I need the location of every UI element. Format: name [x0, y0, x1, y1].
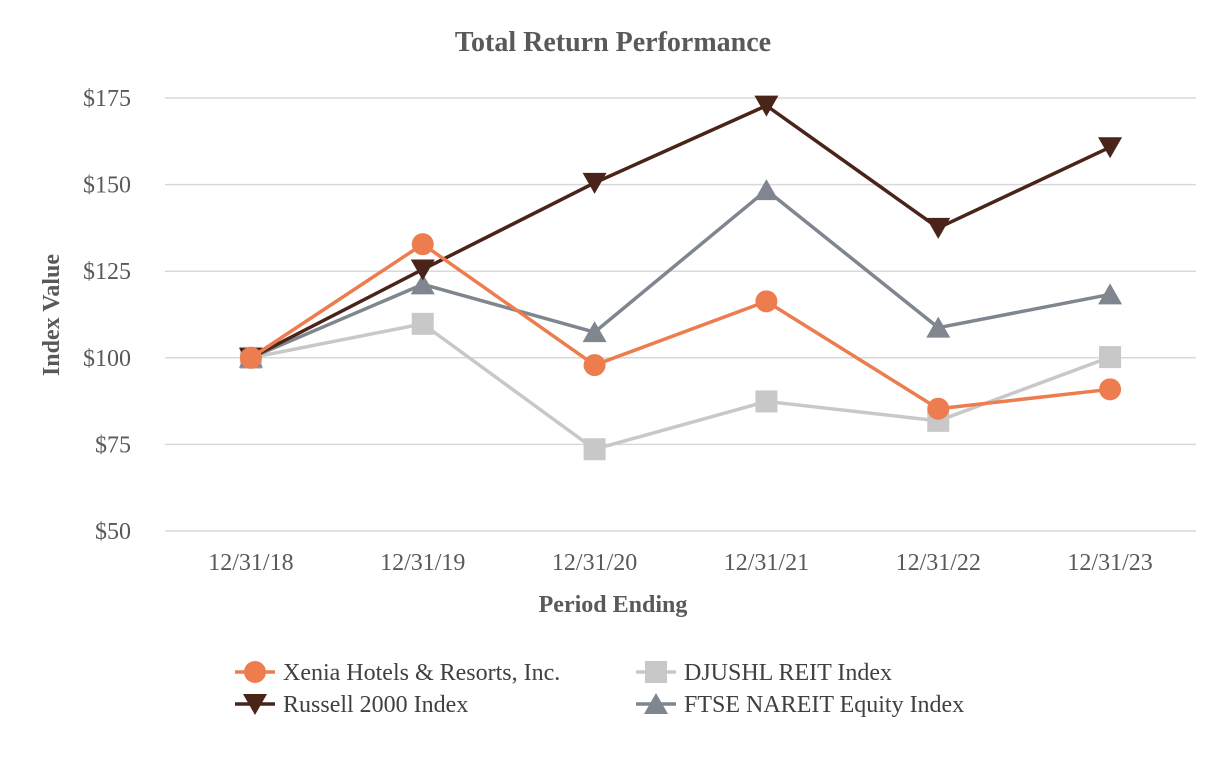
series-line [250, 188, 1111, 360]
data-point-triangle-down [410, 259, 435, 281]
series-triangle-up [238, 179, 1123, 368]
x-axis-ticks: 12/31/18 12/31/19 12/31/20 12/31/21 12/31/22… [208, 550, 1153, 576]
data-point-triangle-up [410, 273, 435, 295]
legend-item: Xenia Hotels & Resorts, Inc. [235, 660, 560, 686]
data-point-circle [411, 233, 434, 256]
series-line [250, 322, 1111, 451]
data-point-triangle-up [1098, 283, 1123, 305]
y-tick-label: $175 [83, 86, 131, 112]
x-tick-label: 12/31/20 [552, 550, 637, 576]
legend-marker-triangle-up [644, 693, 668, 714]
data-point-circle [927, 397, 950, 420]
data-point-square [583, 438, 606, 461]
data-point-triangle-up [582, 321, 607, 343]
data-point-triangle-down [1098, 137, 1123, 159]
y-tick-label: $75 [95, 432, 131, 458]
data-point-square [411, 312, 434, 335]
y-tick-label: $50 [95, 519, 131, 545]
series-triangle-down [238, 95, 1123, 369]
data-point-circle [583, 354, 606, 377]
x-tick-label: 12/31/23 [1067, 550, 1152, 576]
legend-label: DJUSHL REIT Index [684, 660, 892, 686]
series-line [250, 103, 1111, 360]
data-point-triangle-up [926, 316, 951, 338]
y-tick-label: $100 [83, 346, 131, 372]
series-circle [239, 233, 1122, 420]
legend-label: FTSE NAREIT Equity Index [684, 692, 964, 718]
chart-title: Total Return Performance [455, 27, 771, 58]
x-axis-title: Period Ending [539, 592, 688, 618]
data-point-square [755, 390, 778, 413]
legend-item: Russell 2000 Index [235, 692, 468, 718]
y-axis-title: Index Value [39, 254, 65, 376]
x-tick-label: 12/31/19 [380, 550, 465, 576]
series-line [249, 242, 1111, 411]
y-tick-label: $125 [83, 259, 131, 285]
y-axis-ticks: $50 $75 $100 $125 $150 $175 [83, 86, 131, 545]
legend: Xenia Hotels & Resorts, Inc. DJUSHL REIT … [235, 660, 964, 718]
data-point-circle [239, 346, 262, 369]
data-point-square [1099, 346, 1122, 369]
gridlines [165, 97, 1196, 532]
x-tick-label: 12/31/18 [208, 550, 293, 576]
legend-marker-square [645, 661, 667, 683]
legend-item: FTSE NAREIT Equity Index [636, 692, 964, 718]
data-point-circle [755, 290, 778, 313]
data-point-triangle-up [754, 179, 779, 201]
data-point-circle [1099, 378, 1122, 401]
x-tick-label: 12/31/21 [724, 550, 809, 576]
legend-item: DJUSHL REIT Index [636, 660, 892, 686]
x-tick-label: 12/31/22 [896, 550, 981, 576]
y-tick-label: $150 [83, 173, 131, 199]
legend-marker-triangle-down [243, 694, 267, 715]
legend-marker-circle [244, 661, 266, 683]
data-point-triangle-down [926, 217, 951, 239]
data-point-triangle-down [582, 172, 607, 194]
series-square [239, 312, 1122, 461]
legend-label: Russell 2000 Index [283, 692, 468, 718]
series-layer [238, 95, 1123, 461]
legend-label: Xenia Hotels & Resorts, Inc. [283, 660, 560, 686]
data-point-triangle-down [754, 95, 779, 117]
